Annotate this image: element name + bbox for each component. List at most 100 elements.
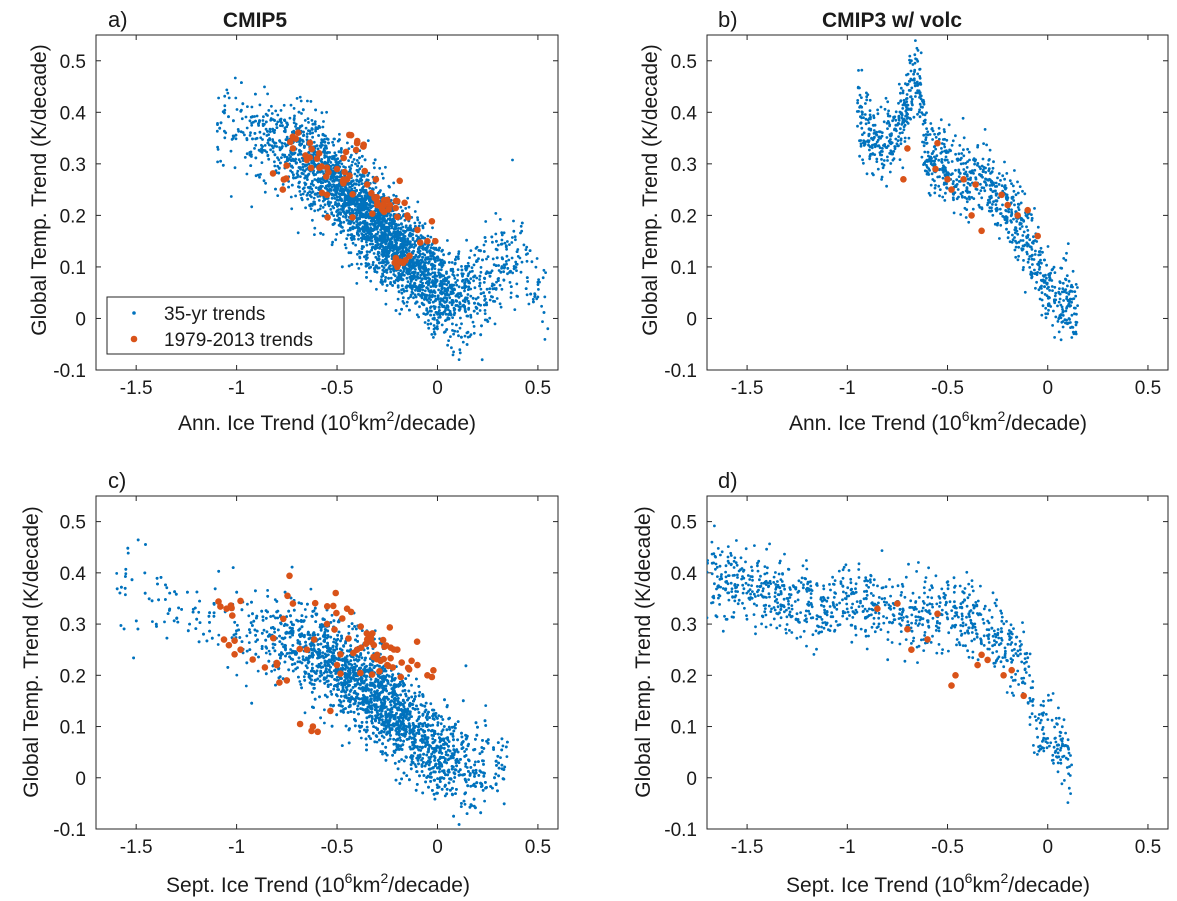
y-tick-label: 0.1 xyxy=(60,258,86,279)
obs-trend-point xyxy=(379,201,386,209)
trend-point xyxy=(293,114,296,118)
trend-point xyxy=(999,223,1003,227)
trend-point xyxy=(355,212,359,216)
trend-point xyxy=(457,305,461,308)
trend-point xyxy=(537,288,540,291)
trend-point xyxy=(443,278,446,282)
trend-point xyxy=(931,138,934,141)
trend-point xyxy=(360,175,364,179)
trend-point xyxy=(392,230,396,234)
trend-point xyxy=(515,294,519,298)
trend-point xyxy=(298,152,302,156)
trend-point xyxy=(266,114,269,117)
x-axis-label-prefix: Ann. Ice Trend (10 xyxy=(178,412,351,435)
trend-point xyxy=(441,305,444,308)
trend-point xyxy=(995,185,999,188)
obs-trend-point xyxy=(282,175,290,182)
trend-point xyxy=(309,100,313,103)
trend-point xyxy=(331,240,334,244)
trend-point xyxy=(1041,304,1045,308)
trend-point xyxy=(492,287,496,290)
trend-point xyxy=(360,196,364,200)
trend-point xyxy=(326,151,330,154)
trend-point xyxy=(536,295,540,299)
trend-point xyxy=(468,335,472,338)
trend-point xyxy=(245,152,249,156)
trend-point xyxy=(472,279,475,283)
trend-point xyxy=(298,148,301,152)
trend-point xyxy=(291,166,295,169)
trend-point xyxy=(1064,258,1068,262)
trend-point xyxy=(512,267,516,271)
trend-point xyxy=(1021,189,1024,193)
trend-point xyxy=(424,256,428,260)
trend-point xyxy=(875,133,878,137)
trend-point xyxy=(980,164,984,168)
trend-point xyxy=(408,260,412,264)
trend-point xyxy=(412,266,415,270)
trend-point xyxy=(983,189,987,193)
trend-point xyxy=(291,130,294,134)
trend-point xyxy=(296,231,300,235)
trend-point xyxy=(412,249,415,253)
trend-point xyxy=(362,233,366,237)
trend-point xyxy=(978,173,981,176)
trend-point xyxy=(1016,180,1019,184)
trend-point xyxy=(1074,294,1078,298)
trend-point xyxy=(347,251,351,255)
trend-point xyxy=(416,289,420,293)
trend-point xyxy=(358,255,362,259)
trend-point xyxy=(356,232,359,236)
trend-point xyxy=(344,166,347,169)
trend-point xyxy=(368,242,372,246)
trend-point xyxy=(262,179,266,183)
trend-point xyxy=(454,294,458,298)
trend-point xyxy=(430,295,434,299)
trend-point xyxy=(885,184,888,188)
trend-point xyxy=(479,287,483,291)
trend-point xyxy=(357,161,361,165)
trend-point xyxy=(305,168,308,171)
trend-point xyxy=(254,156,258,160)
trend-point xyxy=(283,119,287,122)
trend-point xyxy=(475,307,479,310)
trend-point xyxy=(302,130,305,134)
trend-point xyxy=(955,197,959,201)
trend-point xyxy=(237,129,241,133)
trend-point xyxy=(301,165,305,169)
trend-point xyxy=(875,157,879,161)
trend-point xyxy=(432,336,435,339)
trend-point xyxy=(267,109,271,112)
trend-point xyxy=(945,138,949,142)
trend-point xyxy=(1057,330,1061,334)
trend-point xyxy=(338,132,341,136)
scatter-points xyxy=(855,39,1079,342)
trend-point xyxy=(480,324,483,328)
trend-point xyxy=(310,119,314,122)
trend-point xyxy=(465,265,469,268)
trend-point xyxy=(419,252,422,256)
trend-point xyxy=(254,174,258,178)
trend-point xyxy=(410,232,414,236)
obs-trend-point xyxy=(346,172,353,179)
trend-point xyxy=(321,150,325,154)
trend-point xyxy=(954,152,957,156)
obs-trend-point xyxy=(354,137,361,145)
trend-point xyxy=(429,313,432,317)
trend-point xyxy=(1046,312,1050,316)
obs-trend-point xyxy=(363,181,371,188)
trend-point xyxy=(511,271,514,275)
trend-point xyxy=(1048,274,1051,277)
trend-point xyxy=(881,166,885,170)
trend-point xyxy=(403,243,407,247)
trend-point xyxy=(341,215,345,218)
trend-point xyxy=(968,183,972,187)
trend-point xyxy=(879,105,883,109)
trend-point xyxy=(512,219,515,223)
trend-point xyxy=(938,188,942,192)
trend-point xyxy=(468,256,471,259)
trend-point xyxy=(317,124,321,128)
trend-point xyxy=(277,167,281,170)
obs-trend-point xyxy=(361,167,369,175)
trend-point xyxy=(413,221,417,225)
